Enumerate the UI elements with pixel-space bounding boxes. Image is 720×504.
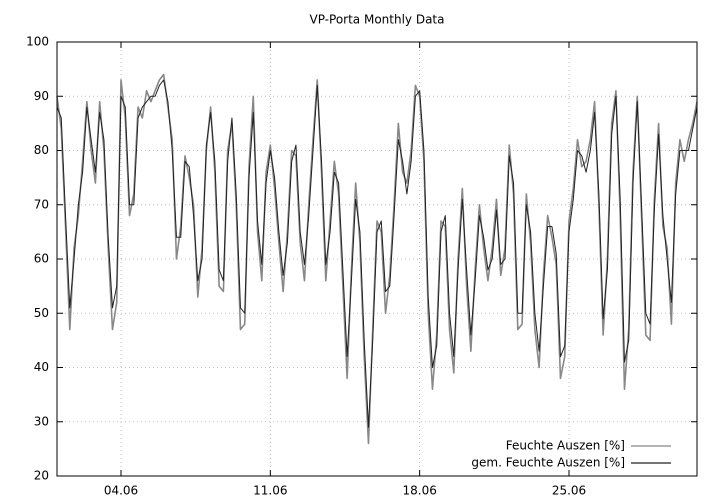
x-tick-label: 18.06 bbox=[402, 484, 436, 498]
y-tick-label: 70 bbox=[34, 197, 49, 211]
x-tick-label: 11.06 bbox=[253, 484, 287, 498]
y-tick-label: 100 bbox=[26, 35, 49, 49]
y-tick-label: 90 bbox=[34, 89, 49, 103]
x-tick-label: 04.06 bbox=[104, 484, 138, 498]
y-tick-label: 20 bbox=[34, 469, 49, 483]
series-line bbox=[56, 79, 698, 428]
plot-frame bbox=[56, 41, 698, 477]
chart-title: VP-Porta Monthly Data bbox=[310, 13, 445, 27]
series-line bbox=[56, 73, 698, 445]
y-tick-label: 80 bbox=[34, 143, 49, 157]
y-tick-label: 60 bbox=[34, 252, 49, 266]
y-tick-label: 30 bbox=[34, 414, 49, 428]
y-tick-label: 50 bbox=[34, 306, 49, 320]
y-tick-label: 40 bbox=[34, 360, 49, 374]
legend-label: gem. Feuchte Auszen [%] bbox=[471, 456, 625, 470]
x-tick-label: 25.06 bbox=[552, 484, 586, 498]
legend-label: Feuchte Auszen [%] bbox=[506, 439, 625, 453]
